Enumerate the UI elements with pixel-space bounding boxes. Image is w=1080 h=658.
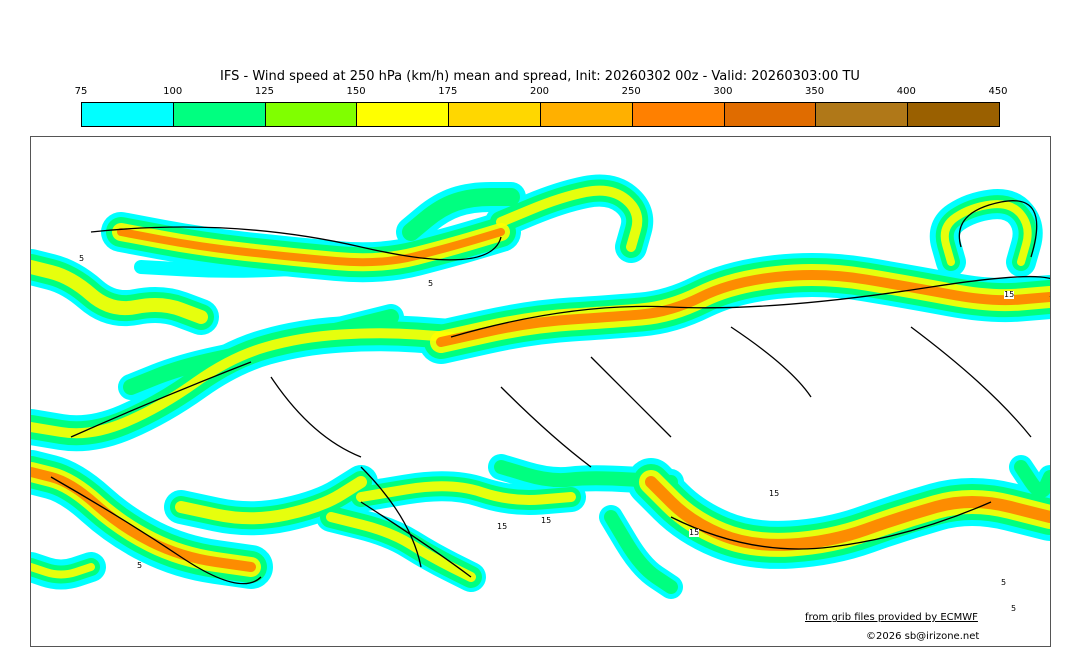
contour-label: 5	[428, 279, 434, 288]
colorbar-tick: 150	[346, 86, 366, 97]
jet-band	[940, 200, 1032, 266]
colorbar-bin	[908, 103, 999, 126]
contour-line	[360, 466, 422, 568]
colorbar-bin	[632, 103, 725, 126]
contour-label: 15	[1004, 290, 1015, 299]
colorbar-bin	[449, 103, 541, 126]
contour-line	[730, 326, 812, 398]
jet-band	[175, 476, 367, 525]
data-credit: from grib files provided by ECMWF	[805, 612, 978, 623]
map-title: IFS - Wind speed at 250 hPa (km/h) mean …	[220, 69, 860, 84]
contour-label: 5	[1011, 604, 1017, 613]
colorbar-tick: 200	[529, 86, 550, 97]
contour-line	[360, 501, 472, 578]
wind-field	[31, 174, 1050, 599]
colorbar-tick: 350	[805, 86, 825, 97]
colorbar-tick: 175	[438, 86, 458, 97]
contour-label: 5	[79, 254, 85, 263]
colorbar-bin	[816, 103, 909, 126]
contour-label: 15	[541, 516, 552, 525]
jet-band	[31, 260, 208, 324]
contour-line	[70, 361, 252, 438]
colorbar	[81, 102, 1000, 127]
colorbar-bin	[82, 103, 174, 126]
jet-band	[31, 563, 95, 579]
colorbar-tick: 75	[74, 86, 88, 97]
jet-band	[436, 270, 1050, 347]
contour-line	[270, 376, 362, 458]
contour-line	[500, 386, 592, 468]
contour-line	[910, 326, 1032, 438]
contour-line	[90, 226, 502, 261]
colorbar-bin	[724, 103, 817, 126]
colorbar-tick: 450	[988, 86, 1008, 97]
contour-line	[590, 356, 672, 438]
contour-label: 15	[497, 522, 508, 531]
contour-label: 15	[769, 489, 780, 498]
jet-band	[356, 481, 576, 505]
jet-band	[31, 328, 456, 439]
jet-band	[117, 228, 505, 267]
contour-label: 5	[1001, 578, 1007, 587]
colorbar-bin	[357, 103, 450, 126]
jet-band	[645, 476, 1050, 551]
colorbar-tick: 300	[713, 86, 733, 97]
colorbar-tick: 100	[163, 86, 183, 97]
jet-band	[496, 185, 643, 252]
jet-band	[604, 510, 678, 594]
contour-line	[450, 275, 1050, 338]
contour-line	[958, 200, 1038, 258]
contour-line	[50, 476, 262, 585]
jet-band	[402, 188, 520, 241]
copyright: ©2026 sb@irizone.net	[866, 631, 980, 642]
contour-label: 5	[137, 561, 143, 570]
contour-line	[670, 501, 992, 550]
jet-band	[31, 467, 256, 572]
jet-band	[326, 512, 476, 582]
colorbar-tick: 125	[254, 86, 274, 97]
jet-band	[1014, 460, 1050, 498]
colorbar-tick: 400	[896, 86, 916, 97]
wind-speed-map: 5 5 15 15 15 15 15 5 5 5	[30, 136, 1051, 647]
colorbar-bin	[265, 103, 358, 126]
jet-band	[494, 460, 678, 489]
colorbar-bin	[173, 103, 266, 126]
colorbar-tick: 250	[621, 86, 641, 97]
contour-label: 15	[689, 528, 700, 537]
colorbar-bin	[540, 103, 633, 126]
